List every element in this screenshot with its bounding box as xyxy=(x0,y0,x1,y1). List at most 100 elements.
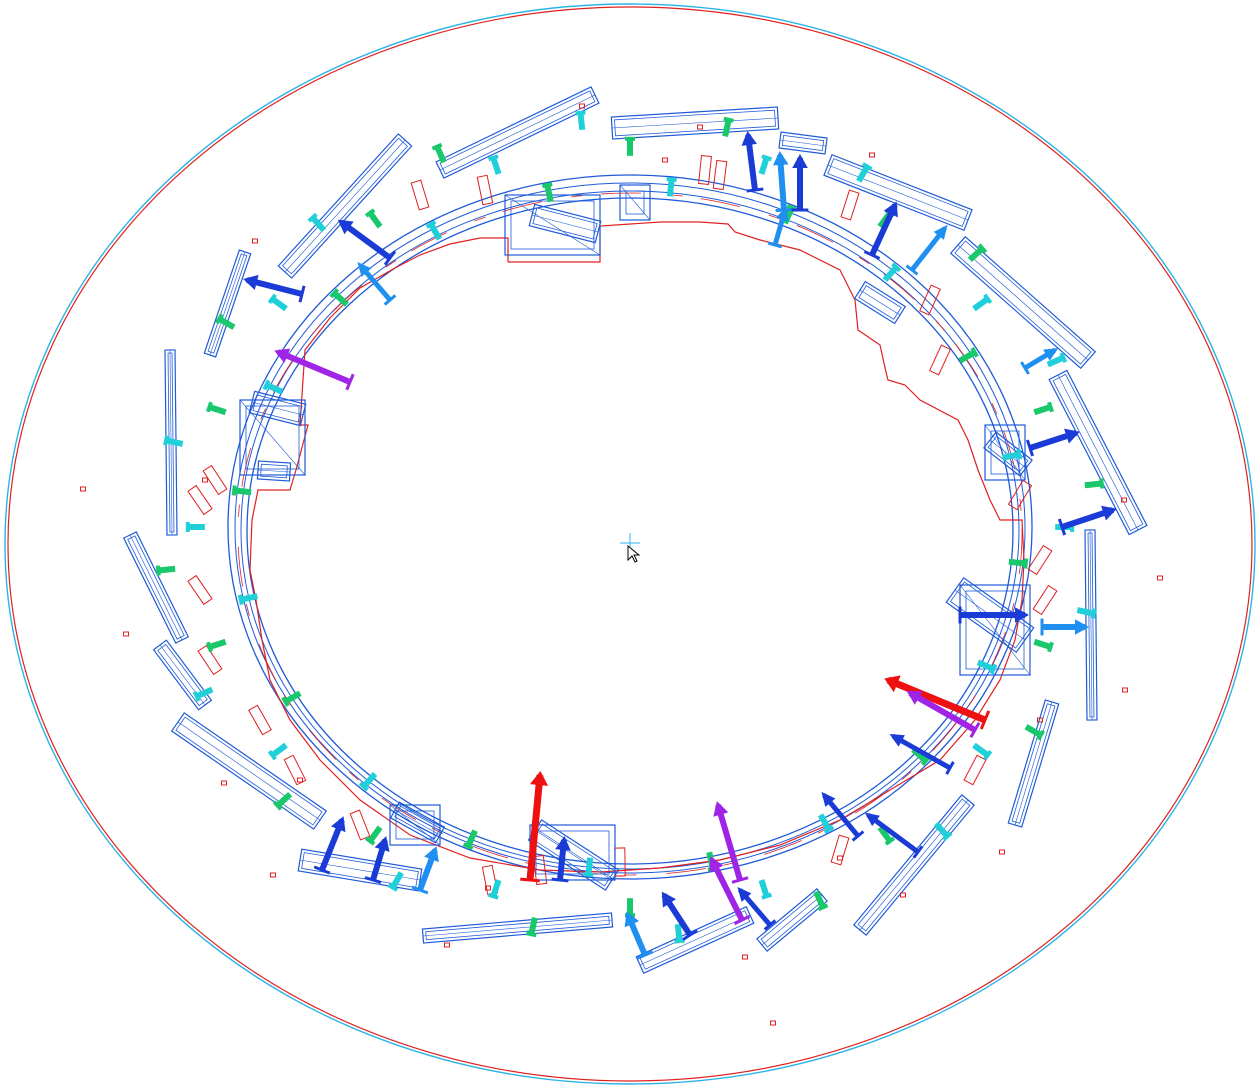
beam-arrow xyxy=(863,201,898,260)
main-ring xyxy=(227,174,1033,880)
green-marker-head xyxy=(989,663,998,675)
green-marker-body xyxy=(156,565,176,574)
green-marker-head xyxy=(364,836,376,846)
red-slot xyxy=(187,484,213,516)
green-marker xyxy=(237,593,259,605)
green-marker-head xyxy=(192,690,201,702)
outer-boundary-red xyxy=(7,6,1253,1082)
green-marker xyxy=(387,871,404,892)
station-diagonal xyxy=(619,184,651,221)
green-marker xyxy=(1084,478,1105,489)
green-marker-body xyxy=(627,137,633,156)
green-marker-head xyxy=(723,116,734,123)
beam-arrow-tail xyxy=(733,914,751,926)
green-marker-head xyxy=(364,208,376,218)
green-marker-head xyxy=(487,154,499,162)
green-marker xyxy=(958,346,979,364)
beam-arrow-head xyxy=(933,224,948,240)
green-marker xyxy=(281,690,302,708)
beam-arrow-tail xyxy=(851,830,865,842)
segment-axis xyxy=(177,721,321,821)
segment-axis xyxy=(129,534,183,641)
red-slot xyxy=(614,847,626,877)
beam-arrow-head xyxy=(374,836,390,852)
red-slot xyxy=(1007,479,1033,511)
outer-segment xyxy=(297,848,423,892)
beam-arrow xyxy=(741,131,764,193)
green-marker-head xyxy=(231,485,237,496)
station-box xyxy=(239,399,306,476)
red-slot xyxy=(532,854,548,886)
beam-arrow-head xyxy=(713,801,729,817)
segment-axis xyxy=(827,164,969,221)
red-marker xyxy=(202,477,208,483)
green-marker-head xyxy=(1090,608,1097,619)
green-marker-body xyxy=(331,290,349,307)
beam-arrow-shaft xyxy=(891,733,952,771)
red-slot xyxy=(963,754,987,786)
red-slot xyxy=(476,174,494,206)
green-marker xyxy=(364,825,383,846)
red-marker xyxy=(80,486,86,492)
green-marker xyxy=(163,435,184,447)
green-marker-body xyxy=(207,638,227,651)
beam-arrow-head xyxy=(737,886,752,902)
red-marker xyxy=(297,777,303,783)
beam-arrow xyxy=(791,154,809,212)
segment-axis xyxy=(534,829,613,881)
outer-boundary-cyan xyxy=(4,3,1256,1085)
green-marker xyxy=(1033,638,1054,653)
green-marker xyxy=(575,110,586,131)
green-marker-head xyxy=(163,435,170,446)
green-marker-head xyxy=(761,154,773,162)
beam-arrow-tail xyxy=(969,721,981,739)
beam-arrow-head xyxy=(274,348,291,364)
beam-arrow-head xyxy=(883,201,898,218)
beam-arrow xyxy=(772,151,793,213)
green-marker-body xyxy=(264,381,284,395)
red-marker xyxy=(1122,687,1128,693)
beam-arrow-tail xyxy=(1020,361,1030,375)
green-marker-head xyxy=(1036,729,1045,741)
green-marker xyxy=(192,686,214,702)
beam-arrow-tail xyxy=(912,845,924,859)
green-marker-head xyxy=(1016,449,1023,460)
outer-segment xyxy=(610,106,780,140)
red-marker xyxy=(123,631,129,637)
beam-arrow xyxy=(958,606,1029,624)
cursor-arrow-icon[interactable] xyxy=(627,544,641,563)
beam-arrow-tail xyxy=(1025,439,1035,457)
beam-arrow-head xyxy=(529,771,549,786)
beam-arrow xyxy=(357,261,397,306)
green-marker-head xyxy=(155,565,161,576)
beam-arrow xyxy=(337,219,397,266)
inner-floor-outline xyxy=(249,221,1025,873)
green-marker-body xyxy=(972,295,991,312)
beam-arrow xyxy=(1040,618,1089,636)
green-marker-head xyxy=(674,938,685,944)
red-slot xyxy=(840,189,860,221)
green-marker-head xyxy=(891,262,902,273)
station-inner xyxy=(395,810,435,840)
outer-segment xyxy=(248,390,307,427)
beam-arrow xyxy=(906,690,981,739)
beam-arrow-shaft xyxy=(715,804,743,881)
green-marker xyxy=(185,522,205,532)
outer-segment xyxy=(635,906,755,974)
outer-segment xyxy=(945,576,1035,654)
green-marker-head xyxy=(977,243,988,254)
beam-arrow-tail xyxy=(313,865,331,875)
ring-outer-edge xyxy=(227,174,1033,880)
green-marker-head xyxy=(541,182,553,189)
red-slot xyxy=(202,464,228,496)
beam-arrow-head xyxy=(772,151,789,166)
beam-arrow-head xyxy=(624,911,640,928)
green-marker-body xyxy=(882,264,900,282)
beam-arrow-tail xyxy=(746,187,764,193)
green-marker-body xyxy=(933,821,951,840)
green-marker-body xyxy=(1046,354,1066,368)
beam-arrow-shaft xyxy=(339,219,392,261)
green-marker xyxy=(155,565,176,576)
